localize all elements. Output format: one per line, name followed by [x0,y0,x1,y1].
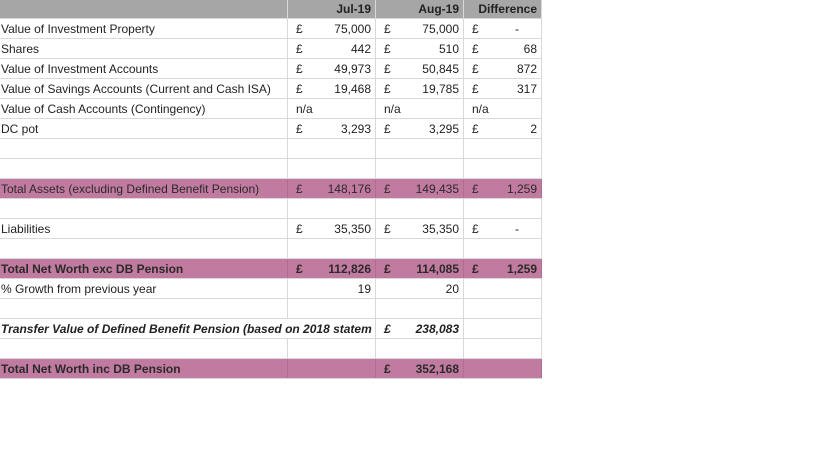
empty-cell[interactable] [0,199,288,218]
row-shares: Shares £442 £510 £68 [0,39,542,59]
row-label[interactable]: Liabilities [0,219,288,238]
header-jul[interactable]: Jul-19 [288,0,376,18]
row-growth: % Growth from previous year 19 20 [0,279,542,299]
aug-cell[interactable]: £238,083 [376,319,464,338]
row-label[interactable]: Transfer Value of Defined Benefit Pensio… [0,319,376,338]
row-total-assets: Total Assets (excluding Defined Benefit … [0,179,542,199]
diff-cell[interactable]: £317 [464,79,542,98]
aug-cell[interactable]: £149,435 [376,179,464,198]
diff-cell[interactable]: £ - [464,19,542,38]
empty-cell[interactable] [464,299,542,318]
empty-cell[interactable] [376,239,464,258]
row-label[interactable]: Value of Investment Property [0,19,288,38]
diff-cell[interactable]: £2 [464,119,542,138]
row-liabilities: Liabilities £35,350 £35,350 £ - [0,219,542,239]
empty-row [0,239,542,259]
empty-cell[interactable] [0,299,288,318]
diff-cell[interactable]: £1,259 [464,259,542,278]
aug-cell[interactable]: £50,845 [376,59,464,78]
header-row: Jul-19 Aug-19 Difference [0,0,542,19]
empty-cell[interactable] [464,199,542,218]
row-label[interactable]: Shares [0,39,288,58]
empty-cell[interactable] [288,139,376,158]
empty-cell[interactable] [288,339,376,358]
jul-cell[interactable]: £442 [288,39,376,58]
empty-cell[interactable] [376,339,464,358]
empty-cell[interactable] [376,139,464,158]
empty-cell[interactable] [0,159,288,178]
row-investment-property: Value of Investment Property £75,000 £75… [0,19,542,39]
diff-cell[interactable]: n/a [464,99,542,118]
jul-cell[interactable]: £19,468 [288,79,376,98]
aug-cell[interactable]: £352,168 [376,359,464,378]
jul-cell[interactable]: £3,293 [288,119,376,138]
empty-row [0,199,542,219]
empty-cell[interactable] [288,199,376,218]
row-transfer-value: Transfer Value of Defined Benefit Pensio… [0,319,542,339]
row-label[interactable]: % Growth from previous year [0,279,288,298]
row-cash-accounts: Value of Cash Accounts (Contingency) n/a… [0,99,542,119]
row-savings-accounts: Value of Savings Accounts (Current and C… [0,79,542,99]
empty-row [0,299,542,319]
empty-cell[interactable] [464,139,542,158]
row-label[interactable]: DC pot [0,119,288,138]
aug-cell[interactable]: £510 [376,39,464,58]
empty-cell[interactable] [376,299,464,318]
jul-cell[interactable]: 19 [288,279,376,298]
row-label[interactable]: Total Assets (excluding Defined Benefit … [0,179,288,198]
diff-cell[interactable] [464,319,542,338]
header-difference[interactable]: Difference [464,0,542,18]
empty-cell[interactable] [376,199,464,218]
empty-cell[interactable] [464,159,542,178]
row-net-worth-exc: Total Net Worth exc DB Pension £112,826 … [0,259,542,279]
jul-cell[interactable]: £148,176 [288,179,376,198]
empty-row [0,139,542,159]
empty-cell[interactable] [0,139,288,158]
row-net-worth-inc: Total Net Worth inc DB Pension £352,168 [0,359,542,379]
header-aug[interactable]: Aug-19 [376,0,464,18]
empty-row [0,339,542,359]
empty-cell[interactable] [0,339,288,358]
aug-cell[interactable]: £3,295 [376,119,464,138]
row-label[interactable]: Value of Investment Accounts [0,59,288,78]
diff-cell[interactable]: £68 [464,39,542,58]
jul-cell[interactable] [288,359,376,378]
diff-cell[interactable] [464,279,542,298]
row-label[interactable]: Value of Savings Accounts (Current and C… [0,79,288,98]
jul-cell[interactable]: £75,000 [288,19,376,38]
empty-row [0,159,542,179]
empty-cell[interactable] [464,339,542,358]
empty-cell[interactable] [376,159,464,178]
row-label[interactable]: Total Net Worth inc DB Pension [0,359,288,378]
empty-cell[interactable] [464,239,542,258]
spreadsheet: Jul-19 Aug-19 Difference Value of Invest… [0,0,542,379]
diff-cell[interactable]: £ - [464,219,542,238]
row-dc-pot: DC pot £3,293 £3,295 £2 [0,119,542,139]
aug-cell[interactable]: £114,085 [376,259,464,278]
jul-cell[interactable]: £112,826 [288,259,376,278]
aug-cell[interactable]: 20 [376,279,464,298]
aug-cell[interactable]: £19,785 [376,79,464,98]
diff-cell[interactable] [464,359,542,378]
header-blank-cell[interactable] [0,0,288,18]
jul-cell[interactable]: £35,350 [288,219,376,238]
diff-cell[interactable]: £872 [464,59,542,78]
aug-cell[interactable]: n/a [376,99,464,118]
empty-cell[interactable] [288,159,376,178]
row-label[interactable]: Value of Cash Accounts (Contingency) [0,99,288,118]
aug-cell[interactable]: £75,000 [376,19,464,38]
aug-cell[interactable]: £35,350 [376,219,464,238]
jul-cell[interactable]: £49,973 [288,59,376,78]
empty-cell[interactable] [288,239,376,258]
row-investment-accounts: Value of Investment Accounts £49,973 £50… [0,59,542,79]
jul-cell[interactable]: n/a [288,99,376,118]
row-label[interactable]: Total Net Worth exc DB Pension [0,259,288,278]
empty-cell[interactable] [288,299,376,318]
empty-cell[interactable] [0,239,288,258]
diff-cell[interactable]: £1,259 [464,179,542,198]
